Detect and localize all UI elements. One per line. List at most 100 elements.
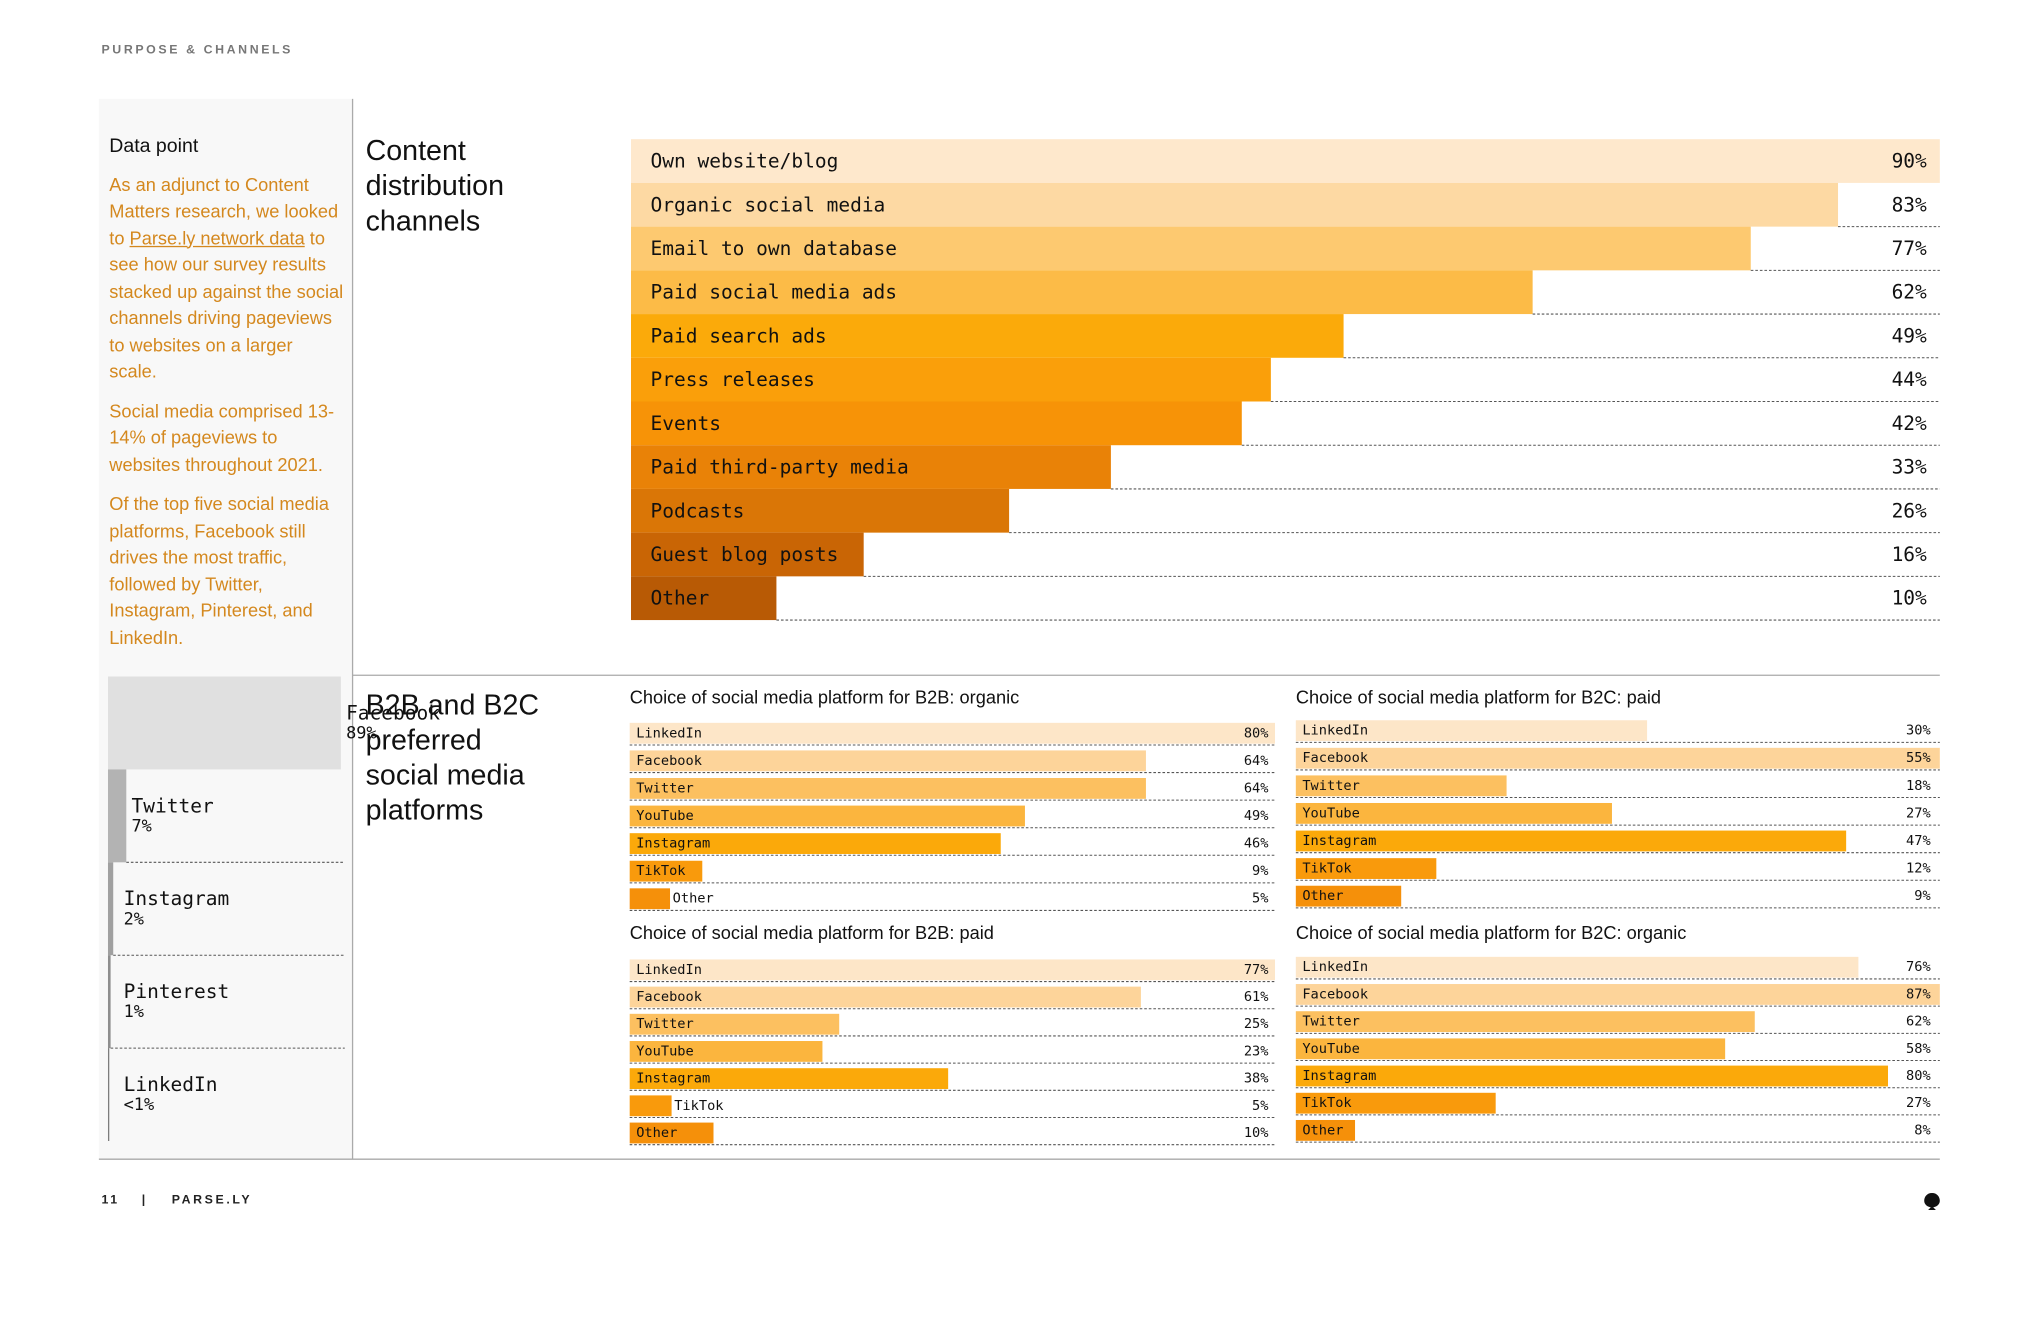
value-label: 80%	[1244, 725, 1269, 741]
bar-label: Own website/blog	[651, 150, 839, 173]
bar-label: Press releases	[651, 368, 815, 391]
value-label: 27%	[1906, 1095, 1931, 1111]
bar-label: Other	[651, 587, 710, 610]
bar-label: Email to own database	[651, 237, 898, 260]
bar-label: TikTok	[1302, 1095, 1352, 1111]
chart-title: Choice of social media platform for B2C:…	[1296, 923, 1687, 943]
bar	[629, 1122, 714, 1144]
bar	[630, 532, 864, 577]
link[interactable]: Parse.ly network data	[129, 227, 305, 248]
bar-label: Paid social media ads	[651, 281, 898, 304]
bar	[629, 722, 1275, 744]
logo	[1924, 1193, 1940, 1210]
bar	[1295, 775, 1507, 797]
value-label: 42%	[1892, 412, 1927, 435]
value-label: 26%	[1892, 499, 1927, 522]
separator: |	[142, 1193, 145, 1207]
paragraph: As an adjunct to Content Matters researc…	[109, 171, 343, 384]
value-label: 12%	[1906, 861, 1931, 877]
section-title: B2B and B2C preferred social media platf…	[365, 688, 540, 827]
bar	[1295, 1092, 1496, 1114]
value-label: 61%	[1244, 989, 1269, 1005]
bar-label: Twitter	[1302, 778, 1360, 794]
chart-title: Choice of social media platform for B2C:…	[1296, 687, 1661, 707]
bar	[629, 860, 703, 882]
bar	[629, 986, 1141, 1008]
bar-label: Facebook	[1302, 750, 1369, 766]
value-label: 5%	[1252, 1098, 1268, 1114]
value-label: 33%	[1892, 456, 1927, 479]
value-label: 49%	[1892, 324, 1927, 347]
value-label: 58%	[1906, 1041, 1931, 1057]
share-value: 1%	[124, 1001, 144, 1021]
bar-label: Facebook	[1302, 986, 1369, 1002]
bar-label: Other	[1302, 1122, 1343, 1138]
value-label: 5%	[1252, 891, 1268, 907]
value-label: 25%	[1244, 1016, 1269, 1032]
bar	[629, 1095, 672, 1117]
value-label: 77%	[1244, 962, 1269, 978]
bar	[630, 270, 1533, 315]
share-value: <1%	[124, 1094, 155, 1114]
value-label: 62%	[1892, 281, 1927, 304]
value-label: 30%	[1906, 723, 1931, 739]
bar-label: Instagram	[636, 1071, 710, 1087]
bar	[630, 226, 1751, 271]
value-label: 27%	[1906, 805, 1931, 821]
bar-label: Podcasts	[651, 499, 745, 522]
share-value: 7%	[132, 815, 152, 835]
bar	[629, 778, 1146, 799]
bar	[629, 1041, 823, 1062]
share-name: Pinterest	[124, 980, 230, 1003]
bar	[1295, 984, 1940, 1005]
bar	[630, 139, 1940, 183]
bar	[630, 488, 1010, 533]
bar	[629, 888, 671, 910]
share-value: 2%	[124, 908, 144, 928]
bar	[1295, 1065, 1889, 1087]
bar	[1295, 802, 1612, 824]
bar	[1295, 1011, 1755, 1033]
bar-label: Facebook	[636, 753, 703, 769]
value-label: 90%	[1892, 150, 1927, 173]
value-label: 64%	[1244, 753, 1269, 769]
bar-label: Twitter	[1302, 1014, 1360, 1030]
bar	[1295, 747, 1940, 769]
share-bar	[107, 1048, 110, 1141]
paragraph: Social media comprised 13-14% of pagevie…	[109, 400, 335, 475]
bar	[1295, 830, 1847, 852]
bar-label: Other	[673, 891, 714, 907]
bar	[630, 576, 777, 621]
value-label: 44%	[1892, 368, 1927, 391]
value-label: 9%	[1252, 863, 1268, 879]
value-label: 8%	[1914, 1122, 1930, 1138]
share-name: Facebook	[346, 701, 440, 724]
bar-label: Paid search ads	[651, 324, 827, 347]
bar	[629, 959, 1275, 981]
bar-label: Events	[651, 412, 721, 435]
bar-label: Other	[636, 1125, 677, 1141]
value-label: 64%	[1244, 780, 1269, 796]
bar-label: TikTok	[636, 863, 686, 879]
value-label: 18%	[1906, 778, 1931, 794]
bar	[1295, 956, 1859, 978]
bar-label: Twitter	[636, 780, 694, 796]
value-label: 62%	[1906, 1014, 1931, 1030]
value-label: 46%	[1244, 836, 1269, 852]
bar-label: LinkedIn	[1302, 723, 1368, 739]
value-label: 49%	[1244, 808, 1269, 824]
share-name: Instagram	[124, 887, 230, 910]
value-label: 87%	[1906, 986, 1931, 1002]
bar	[1295, 1038, 1726, 1060]
bar-label: Other	[1302, 888, 1343, 904]
bar-label: YouTube	[1302, 805, 1360, 821]
bar-label: LinkedIn	[1302, 959, 1368, 975]
bar-label: Organic social media	[651, 193, 886, 216]
value-label: 80%	[1906, 1068, 1931, 1084]
bar-label: Instagram	[1302, 1068, 1376, 1084]
paragraph: Of the top five social media platforms, …	[109, 493, 329, 648]
value-label: 10%	[1244, 1125, 1269, 1141]
